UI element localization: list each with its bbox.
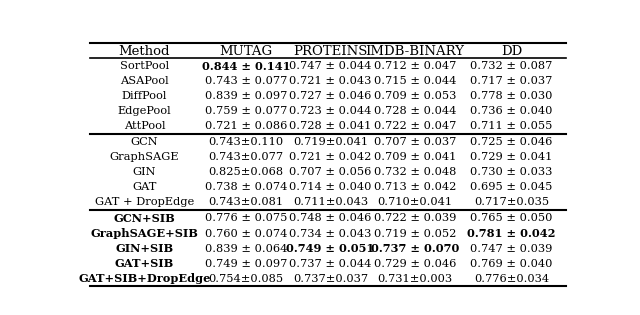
Text: 0.715 ± 0.044: 0.715 ± 0.044: [374, 76, 456, 86]
Text: MUTAG: MUTAG: [220, 45, 273, 58]
Text: GIN+SIB: GIN+SIB: [115, 243, 173, 254]
Text: 0.721 ± 0.086: 0.721 ± 0.086: [205, 121, 287, 131]
Text: 0.844 ± 0.141: 0.844 ± 0.141: [202, 61, 291, 72]
Text: 0.730 ± 0.033: 0.730 ± 0.033: [470, 167, 553, 177]
Text: 0.747 ± 0.039: 0.747 ± 0.039: [470, 243, 553, 254]
Text: 0.722 ± 0.039: 0.722 ± 0.039: [374, 214, 456, 224]
Text: DD: DD: [501, 45, 522, 58]
Text: 0.743 ± 0.077: 0.743 ± 0.077: [205, 76, 287, 86]
Text: 0.776±0.034: 0.776±0.034: [474, 274, 549, 284]
Text: 0.737±0.037: 0.737±0.037: [293, 274, 368, 284]
Text: 0.729 ± 0.046: 0.729 ± 0.046: [374, 259, 456, 269]
Text: GAT+SIB: GAT+SIB: [115, 258, 174, 269]
Text: 0.754±0.085: 0.754±0.085: [209, 274, 284, 284]
Text: EdgePool: EdgePool: [118, 106, 172, 116]
Text: 0.725 ± 0.046: 0.725 ± 0.046: [470, 137, 553, 147]
Text: 0.728 ± 0.044: 0.728 ± 0.044: [374, 106, 456, 116]
Text: 0.769 ± 0.040: 0.769 ± 0.040: [470, 259, 553, 269]
Text: 0.737 ± 0.044: 0.737 ± 0.044: [289, 259, 372, 269]
Text: 0.709 ± 0.041: 0.709 ± 0.041: [374, 152, 456, 162]
Text: 0.748 ± 0.046: 0.748 ± 0.046: [289, 214, 372, 224]
Text: 0.714 ± 0.040: 0.714 ± 0.040: [289, 182, 372, 192]
Text: 0.778 ± 0.030: 0.778 ± 0.030: [470, 91, 553, 101]
Text: 0.749 ± 0.051: 0.749 ± 0.051: [286, 243, 374, 254]
Text: GCN+SIB: GCN+SIB: [114, 213, 175, 224]
Text: 0.737 ± 0.070: 0.737 ± 0.070: [371, 243, 459, 254]
Text: 0.717 ± 0.037: 0.717 ± 0.037: [470, 76, 553, 86]
Text: 0.713 ± 0.042: 0.713 ± 0.042: [374, 182, 456, 192]
Text: ASAPool: ASAPool: [120, 76, 169, 86]
Text: 0.719±0.041: 0.719±0.041: [293, 137, 368, 147]
Text: 0.731±0.003: 0.731±0.003: [377, 274, 452, 284]
Text: 0.743±0.110: 0.743±0.110: [209, 137, 284, 147]
Text: 0.749 ± 0.097: 0.749 ± 0.097: [205, 259, 287, 269]
Text: 0.712 ± 0.047: 0.712 ± 0.047: [374, 61, 456, 71]
Text: 0.695 ± 0.045: 0.695 ± 0.045: [470, 182, 553, 192]
Text: Method: Method: [119, 45, 170, 58]
Text: 0.732 ± 0.048: 0.732 ± 0.048: [374, 167, 456, 177]
Text: 0.839 ± 0.064: 0.839 ± 0.064: [205, 243, 287, 254]
Text: 0.759 ± 0.077: 0.759 ± 0.077: [205, 106, 287, 116]
Text: 0.732 ± 0.087: 0.732 ± 0.087: [470, 61, 553, 71]
Text: GAT + DropEdge: GAT + DropEdge: [95, 198, 194, 208]
Text: 0.839 ± 0.097: 0.839 ± 0.097: [205, 91, 287, 101]
Text: 0.776 ± 0.075: 0.776 ± 0.075: [205, 214, 287, 224]
Text: GCN: GCN: [131, 137, 158, 147]
Text: 0.707 ± 0.037: 0.707 ± 0.037: [374, 137, 456, 147]
Text: 0.729 ± 0.041: 0.729 ± 0.041: [470, 152, 553, 162]
Text: 0.721 ± 0.043: 0.721 ± 0.043: [289, 76, 372, 86]
Text: GraphSAGE+SIB: GraphSAGE+SIB: [90, 228, 198, 239]
Text: 0.760 ± 0.074: 0.760 ± 0.074: [205, 229, 287, 238]
Text: GIN: GIN: [132, 167, 156, 177]
Text: 0.711±0.043: 0.711±0.043: [293, 198, 368, 208]
Text: 0.719 ± 0.052: 0.719 ± 0.052: [374, 229, 456, 238]
Text: GraphSAGE: GraphSAGE: [109, 152, 179, 162]
Text: 0.736 ± 0.040: 0.736 ± 0.040: [470, 106, 553, 116]
Text: AttPool: AttPool: [124, 121, 165, 131]
Text: GAT+SIB+DropEdge: GAT+SIB+DropEdge: [78, 273, 211, 284]
Text: 0.722 ± 0.047: 0.722 ± 0.047: [374, 121, 456, 131]
Text: 0.781 ± 0.042: 0.781 ± 0.042: [467, 228, 556, 239]
Text: 0.711 ± 0.055: 0.711 ± 0.055: [470, 121, 553, 131]
Text: 0.734 ± 0.043: 0.734 ± 0.043: [289, 229, 372, 238]
Text: 0.710±0.041: 0.710±0.041: [377, 198, 452, 208]
Text: PROTEINS: PROTEINS: [293, 45, 367, 58]
Text: DiffPool: DiffPool: [122, 91, 167, 101]
Text: SortPool: SortPool: [120, 61, 169, 71]
Text: 0.707 ± 0.056: 0.707 ± 0.056: [289, 167, 372, 177]
Text: 0.747 ± 0.044: 0.747 ± 0.044: [289, 61, 372, 71]
Text: 0.723 ± 0.044: 0.723 ± 0.044: [289, 106, 372, 116]
Text: 0.728 ± 0.041: 0.728 ± 0.041: [289, 121, 372, 131]
Text: 0.743±0.077: 0.743±0.077: [209, 152, 284, 162]
Text: IMDB-BINARY: IMDB-BINARY: [365, 45, 464, 58]
Text: 0.765 ± 0.050: 0.765 ± 0.050: [470, 214, 553, 224]
Text: 0.721 ± 0.042: 0.721 ± 0.042: [289, 152, 372, 162]
Text: GAT: GAT: [132, 182, 157, 192]
Text: 0.825±0.068: 0.825±0.068: [209, 167, 284, 177]
Text: 0.709 ± 0.053: 0.709 ± 0.053: [374, 91, 456, 101]
Text: 0.727 ± 0.046: 0.727 ± 0.046: [289, 91, 372, 101]
Text: 0.717±0.035: 0.717±0.035: [474, 198, 549, 208]
Text: 0.738 ± 0.074: 0.738 ± 0.074: [205, 182, 287, 192]
Text: 0.743±0.081: 0.743±0.081: [209, 198, 284, 208]
